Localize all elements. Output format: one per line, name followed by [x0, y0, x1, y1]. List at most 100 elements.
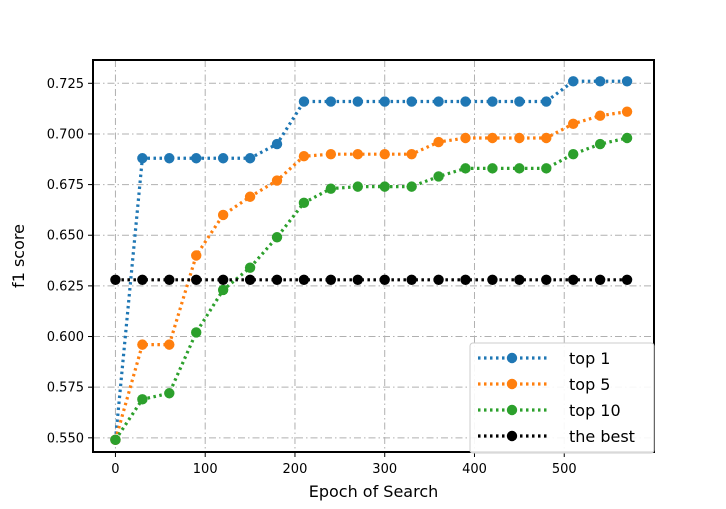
data-point-top-5 — [244, 191, 256, 202]
data-point-the-best — [406, 274, 417, 286]
data-point-the-best — [568, 274, 579, 286]
data-point-the-best — [621, 274, 633, 286]
data-point-top-10 — [164, 388, 175, 399]
data-point-top-5 — [460, 132, 471, 144]
x-tick-label: 300 — [372, 462, 397, 477]
data-point-the-best — [433, 274, 444, 286]
data-point-top-10 — [244, 262, 256, 273]
data-point-the-best — [298, 274, 310, 286]
y-tick-label: 0.675 — [47, 178, 84, 193]
legend-swatch-marker-top-5 — [506, 378, 518, 390]
data-point-top-5 — [433, 136, 444, 148]
data-point-top-10 — [621, 132, 633, 144]
legend-swatch-marker-the-best — [506, 430, 518, 442]
data-point-top-10 — [191, 327, 202, 338]
data-point-the-best — [325, 274, 337, 286]
data-point-top-5 — [298, 151, 310, 162]
data-point-the-best — [514, 274, 525, 286]
data-point-the-best — [244, 274, 256, 286]
data-point-top-1 — [406, 96, 417, 107]
data-point-top-10 — [406, 181, 417, 192]
data-point-top-1 — [433, 96, 444, 107]
data-point-top-1 — [460, 96, 471, 107]
y-tick-label: 0.550 — [47, 431, 84, 446]
data-point-the-best — [541, 274, 552, 286]
data-point-top-1 — [541, 96, 552, 107]
data-point-the-best — [217, 274, 229, 286]
series-the-best — [110, 274, 633, 286]
data-point-top-1 — [271, 138, 283, 150]
data-point-top-1 — [244, 153, 256, 164]
axis-ticks: 0 100 200 300 400 500 0.550 0.575 0.600 0.625 0.65… — [47, 77, 577, 477]
plot-frame — [92, 59, 655, 453]
data-point-top-1 — [325, 96, 337, 107]
data-point-top-1 — [217, 153, 229, 164]
data-point-top-10 — [487, 163, 498, 174]
series-line-top-10 — [114, 136, 628, 441]
x-tick-label: 200 — [283, 462, 308, 477]
data-point-top-1 — [352, 96, 363, 107]
data-point-top-5 — [514, 132, 525, 144]
data-point-top-10 — [594, 138, 606, 150]
data-point-the-best — [487, 274, 498, 286]
x-tick-label: 0 — [111, 462, 119, 477]
y-tick-label: 0.725 — [47, 77, 84, 92]
data-point-top-5 — [621, 106, 633, 117]
data-point-top-10 — [433, 171, 444, 182]
data-point-top-1 — [379, 96, 390, 107]
data-point-top-5 — [137, 339, 148, 350]
data-point-top-10 — [217, 284, 229, 296]
data-point-top-10 — [271, 232, 283, 243]
y-axis-label: f1 score — [9, 224, 28, 288]
data-point-top-10 — [568, 149, 579, 160]
data-point-top-10 — [514, 163, 525, 174]
legend-label-the-best: the best — [569, 427, 635, 446]
y-tick-label: 0.575 — [47, 381, 84, 396]
data-point-top-5 — [406, 149, 417, 160]
x-tick-label: 400 — [462, 462, 487, 477]
data-point-top-5 — [325, 149, 337, 160]
data-point-top-5 — [164, 339, 175, 350]
y-tick-label: 0.650 — [47, 229, 84, 244]
data-point-the-best — [379, 274, 390, 286]
legend-swatch-marker-top-1 — [506, 352, 518, 364]
data-point-top-5 — [271, 175, 283, 186]
data-point-the-best — [137, 274, 148, 286]
data-point-top-5 — [379, 149, 390, 160]
legend-label-top-10: top 10 — [569, 401, 621, 420]
data-point-top-1 — [487, 96, 498, 107]
data-point-top-10 — [110, 434, 121, 446]
data-point-top-1 — [594, 76, 606, 87]
data-point-top-5 — [217, 209, 229, 221]
series-top-10 — [110, 132, 633, 446]
data-point-the-best — [110, 274, 121, 286]
data-point-top-10 — [352, 181, 363, 192]
y-tick-label: 0.700 — [47, 127, 84, 142]
x-tick-label: 100 — [193, 462, 218, 477]
y-tick-label: 0.625 — [47, 279, 84, 294]
data-point-top-1 — [568, 76, 579, 87]
series-top-5 — [110, 106, 633, 446]
data-point-top-1 — [164, 153, 175, 164]
data-point-top-10 — [325, 183, 337, 194]
y-tick-label: 0.600 — [47, 330, 84, 345]
legend-swatch-marker-top-10 — [506, 404, 518, 416]
data-point-top-1 — [621, 76, 633, 87]
data-point-top-5 — [568, 118, 579, 130]
series-layer — [110, 76, 633, 446]
data-point-the-best — [271, 274, 283, 286]
data-point-the-best — [164, 274, 175, 286]
data-point-the-best — [352, 274, 363, 286]
data-point-top-1 — [191, 153, 202, 164]
data-point-top-5 — [487, 132, 498, 144]
data-point-top-5 — [191, 250, 202, 261]
legend-box — [469, 342, 655, 454]
data-point-the-best — [460, 274, 471, 286]
x-tick-label: 500 — [552, 462, 577, 477]
data-point-top-10 — [298, 197, 310, 209]
data-point-the-best — [191, 274, 202, 286]
data-point-top-1 — [514, 96, 525, 107]
data-point-top-1 — [137, 153, 148, 164]
data-point-top-5 — [352, 149, 363, 160]
